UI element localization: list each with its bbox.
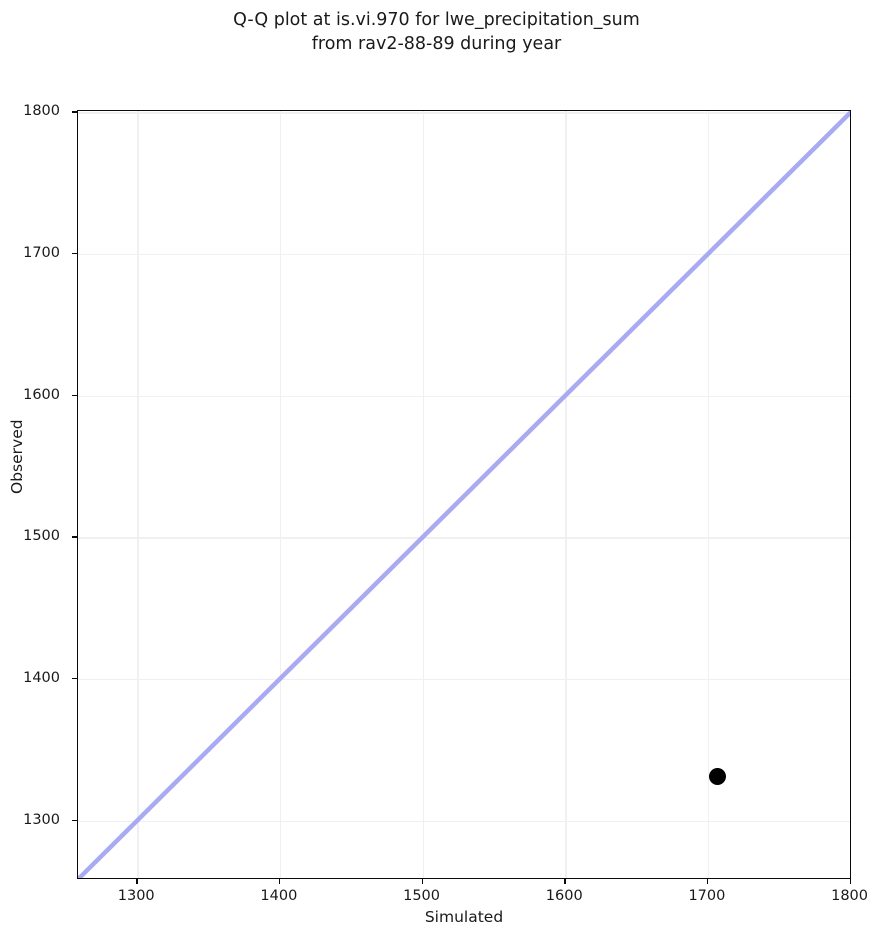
- gridline-vertical: [707, 111, 710, 878]
- reference-line: [78, 111, 850, 878]
- gridline-horizontal: [78, 395, 850, 397]
- gridline-vertical: [565, 111, 567, 878]
- x-tick-mark: [136, 879, 138, 884]
- x-tick-label: 1700: [688, 888, 726, 904]
- chart-title: Q-Q plot at is.vi.970 for lwe_precipitat…: [233, 10, 640, 54]
- y-tick-label: 1600: [23, 386, 60, 403]
- gridline-horizontal: [78, 112, 850, 114]
- x-tick-mark: [421, 879, 423, 884]
- gridline-vertical: [279, 111, 282, 878]
- y-tick-label: 1500: [23, 528, 60, 545]
- y-tick-mark: [72, 394, 77, 396]
- x-tick-mark: [564, 879, 566, 884]
- x-tick-label: 1300: [117, 888, 155, 904]
- x-tick-label: 1500: [403, 888, 440, 904]
- y-tick-label: 1700: [23, 245, 60, 262]
- y-axis-label-text: Observed: [8, 419, 26, 494]
- x-tick-mark: [278, 879, 281, 884]
- y-tick-mark: [72, 111, 77, 113]
- x-tick-label: 1800: [831, 888, 869, 904]
- x-tick-mark: [706, 879, 709, 884]
- data-point: [709, 768, 727, 786]
- plot-area: [77, 110, 851, 879]
- y-tick-mark: [72, 677, 77, 680]
- x-tick-mark: [849, 879, 851, 884]
- y-tick-label: 1400: [23, 669, 60, 686]
- y-tick-label: 1800: [23, 103, 60, 120]
- y-tick-label: 1300: [23, 811, 60, 828]
- y-tick-mark: [72, 819, 77, 821]
- gridline-horizontal: [78, 678, 850, 681]
- gridline-horizontal: [78, 254, 850, 256]
- gridline-horizontal: [78, 820, 850, 822]
- gridline-vertical: [422, 111, 424, 878]
- gridline-vertical: [137, 111, 139, 878]
- x-axis-label: Simulated: [424, 908, 504, 926]
- y-tick-mark: [72, 253, 77, 255]
- x-tick-label: 1400: [260, 888, 298, 904]
- y-tick-mark: [72, 536, 77, 538]
- gridline-horizontal: [78, 537, 850, 539]
- x-tick-label: 1600: [545, 888, 583, 904]
